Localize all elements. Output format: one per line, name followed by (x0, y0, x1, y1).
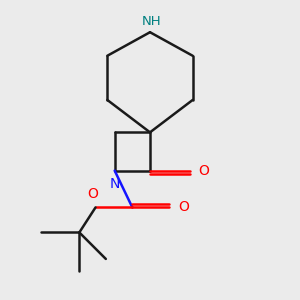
Text: N: N (110, 177, 120, 191)
Text: O: O (178, 200, 189, 214)
Text: NH: NH (142, 15, 161, 28)
Text: O: O (87, 187, 98, 201)
Text: O: O (199, 164, 209, 178)
